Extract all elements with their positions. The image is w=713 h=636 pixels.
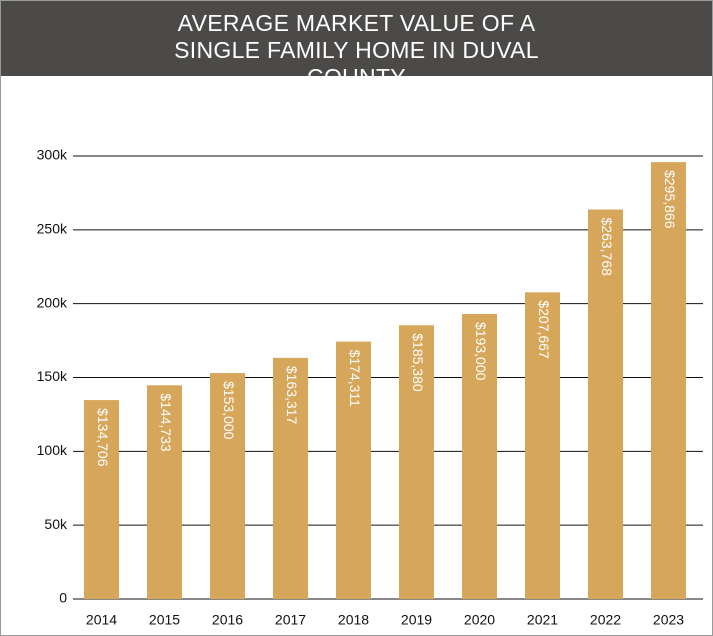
bar xyxy=(210,373,245,599)
value-label: $295,866 xyxy=(662,170,678,229)
y-tick-label: 150k xyxy=(37,368,68,384)
bar xyxy=(147,385,182,599)
value-label: $185,380 xyxy=(410,333,426,392)
x-tick-label: 2019 xyxy=(401,612,432,628)
value-label: $263,768 xyxy=(599,218,615,277)
value-label: $193,000 xyxy=(473,322,489,381)
y-tick-label: 300k xyxy=(37,147,68,163)
value-label: $134,706 xyxy=(95,408,111,467)
y-tick-label: 200k xyxy=(37,294,68,310)
bar xyxy=(525,292,560,599)
bar xyxy=(651,162,686,599)
bar xyxy=(273,357,308,599)
y-tick-label: 100k xyxy=(37,442,68,458)
x-tick-label: 2014 xyxy=(86,612,117,628)
value-label: $153,000 xyxy=(221,381,237,440)
value-label: $144,733 xyxy=(158,393,174,452)
y-tick-label: 50k xyxy=(44,516,68,532)
chart-title: AVERAGE MARKET VALUE OF A SINGLE FAMILY … xyxy=(1,1,712,90)
bar xyxy=(336,341,371,599)
bar xyxy=(84,400,119,599)
x-tick-label: 2015 xyxy=(149,612,180,628)
x-tick-label: 2022 xyxy=(590,612,621,628)
y-tick-label: 0 xyxy=(59,590,67,606)
bar xyxy=(588,209,623,599)
x-tick-label: 2017 xyxy=(275,612,306,628)
x-tick-label: 2016 xyxy=(212,612,243,628)
x-tick-label: 2023 xyxy=(653,612,684,628)
bar xyxy=(462,314,497,599)
y-tick-label: 250k xyxy=(37,221,68,237)
value-label: $207,667 xyxy=(536,300,552,359)
x-tick-label: 2020 xyxy=(464,612,495,628)
x-tick-label: 2021 xyxy=(527,612,558,628)
value-label: $163,317 xyxy=(284,366,300,425)
value-label: $174,311 xyxy=(347,350,363,408)
x-tick-label: 2018 xyxy=(338,612,369,628)
bar xyxy=(399,325,434,599)
